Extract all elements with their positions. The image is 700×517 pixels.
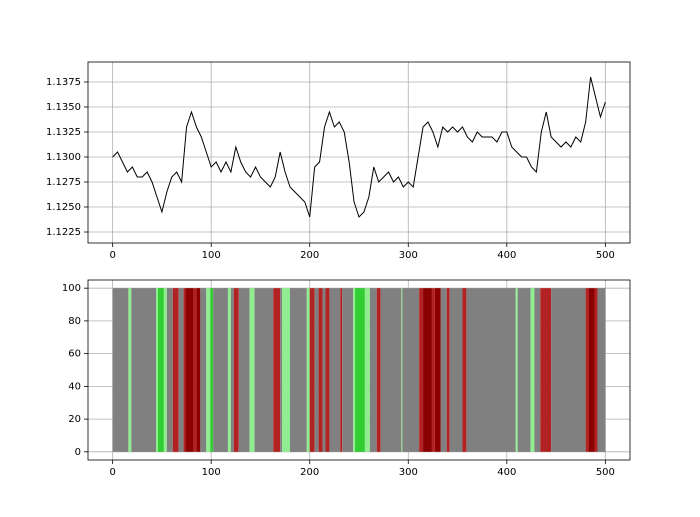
x-tick-label: 100 — [202, 250, 221, 261]
regime-bar — [280, 288, 283, 452]
x-tick-label: 300 — [399, 467, 418, 478]
x-tick-label: 100 — [202, 467, 221, 478]
y-tick-label: 100 — [62, 283, 81, 294]
regime-bar — [112, 288, 129, 452]
regime-bar — [193, 288, 197, 452]
regime-bar — [342, 288, 354, 452]
x-tick-label: 300 — [399, 250, 418, 261]
axes-frame — [87, 61, 631, 244]
regime-bar — [157, 288, 164, 452]
regime-bar — [206, 288, 211, 452]
regime-bar — [309, 288, 315, 452]
regime-bar — [364, 288, 370, 452]
y-tick-label: 1.1375 — [46, 77, 81, 88]
y-tick-label: 20 — [68, 414, 81, 425]
regime-bar — [172, 288, 179, 452]
regime-bar — [196, 288, 201, 452]
regime-bar — [594, 288, 598, 452]
regime-bar — [155, 288, 158, 452]
regime-bar — [340, 288, 343, 452]
regime-bar — [530, 288, 535, 452]
regime-bar — [534, 288, 541, 452]
regime-bar — [431, 288, 435, 452]
regime-bar — [314, 288, 319, 452]
regime-bar — [440, 288, 447, 452]
regime-bar — [128, 288, 132, 452]
regime-bar — [369, 288, 377, 452]
regime-bar — [419, 288, 424, 452]
regime-bar — [466, 288, 516, 452]
regime-bar — [517, 288, 531, 452]
regime-bar — [402, 288, 420, 452]
regime-bar — [282, 288, 291, 452]
regime-bar — [515, 288, 518, 452]
x-tick-label: 0 — [109, 250, 115, 261]
regime-bar — [353, 288, 356, 452]
regime-bar — [585, 288, 589, 452]
regime-bar — [210, 288, 214, 452]
regime-bar — [551, 288, 586, 452]
y-tick-label: 1.1350 — [46, 102, 81, 113]
regime-bar — [597, 288, 606, 452]
regime-bar — [131, 288, 156, 452]
y-tick-label: 40 — [68, 381, 81, 392]
regime-bar — [166, 288, 173, 452]
x-tick-label: 400 — [497, 467, 516, 478]
regime-bar — [355, 288, 365, 452]
regime-bar — [462, 288, 467, 452]
x-tick-label: 200 — [300, 467, 319, 478]
regime-bar — [233, 288, 239, 452]
regime-bar — [540, 288, 552, 452]
regime-bar — [178, 288, 184, 452]
regime-bar — [306, 288, 310, 452]
regime-bar — [588, 288, 595, 452]
y-tick-label: 0 — [75, 447, 81, 458]
y-tick-label: 1.1275 — [46, 177, 81, 188]
y-tick-label: 1.1225 — [46, 227, 81, 238]
regime-bar — [273, 288, 281, 452]
regime-bar — [434, 288, 441, 452]
regime-bar — [423, 288, 432, 452]
regime-bar — [318, 288, 323, 452]
regime-bar — [227, 288, 231, 452]
x-tick-label: 200 — [300, 250, 319, 261]
regime-bar — [230, 288, 234, 452]
x-tick-label: 500 — [596, 250, 615, 261]
y-tick-label: 1.1250 — [46, 202, 81, 213]
x-tick-label: 500 — [596, 467, 615, 478]
y-tick-label: 1.1325 — [46, 127, 81, 138]
regime-bar — [249, 288, 255, 452]
regime-bar — [329, 288, 341, 452]
y-tick-label: 80 — [68, 316, 81, 327]
regime-bar — [183, 288, 186, 452]
y-tick-label: 60 — [68, 349, 81, 360]
x-tick-label: 0 — [109, 467, 115, 478]
price-line — [112, 76, 606, 218]
regime-bar — [163, 288, 167, 452]
regime-bar — [185, 288, 194, 452]
regime-bar — [446, 288, 450, 452]
regime-bar — [200, 288, 207, 452]
regime-bar — [322, 288, 326, 452]
regime-bar — [401, 288, 403, 452]
x-tick-label: 400 — [497, 250, 516, 261]
regime-bar — [449, 288, 463, 452]
regime-bar — [325, 288, 330, 452]
regime-bar — [254, 288, 274, 452]
y-tick-label: 1.1300 — [46, 152, 81, 163]
regime-bar — [238, 288, 250, 452]
regime-bar — [290, 288, 307, 452]
regime-bar — [376, 288, 381, 452]
axes-frame — [87, 279, 631, 461]
regime-bar — [213, 288, 228, 452]
regime-bar — [380, 288, 402, 452]
